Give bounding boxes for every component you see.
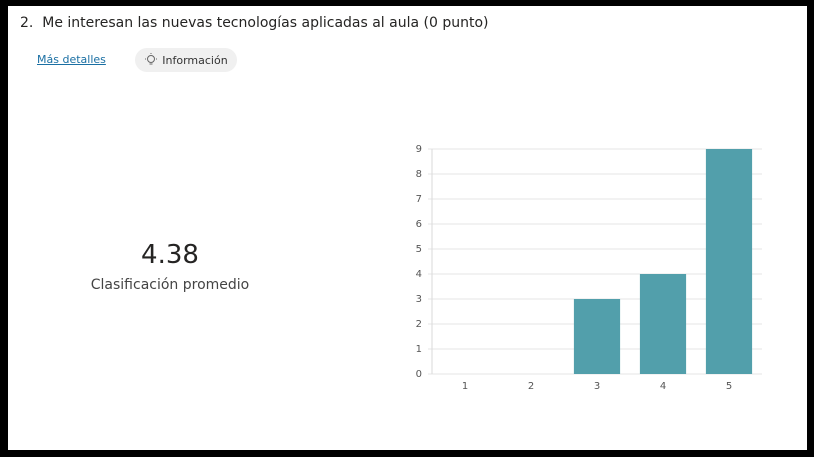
bar (639, 274, 687, 374)
chart: 0 1 2 3 4 5 6 7 8 9 1 2 3 4 5 (416, 144, 762, 392)
y-tick-label: 9 (416, 144, 422, 155)
y-tick-label: 3 (416, 294, 422, 305)
y-tick-label: 2 (416, 319, 422, 330)
x-tick-label: 4 (660, 381, 666, 392)
bar (573, 299, 621, 374)
y-tick-label: 5 (416, 244, 422, 255)
info-label: Información (162, 53, 228, 67)
question-title: 2. Me interesan las nuevas tecnologías a… (20, 15, 489, 31)
x-tick-label: 3 (594, 381, 600, 392)
x-tick-label: 2 (528, 381, 534, 392)
details-link[interactable]: Más detalles (37, 53, 106, 66)
average-label: Clasificación promedio (90, 277, 250, 293)
x-tick-label: 5 (726, 381, 732, 392)
y-tick-label: 7 (416, 194, 422, 205)
y-tick-label: 1 (416, 344, 422, 355)
y-tick-label: 0 (416, 369, 422, 380)
x-tick-label: 1 (462, 381, 468, 392)
average-value: 4.38 (141, 240, 199, 270)
question-card: 2. Me interesan las nuevas tecnologías a… (8, 6, 807, 450)
y-tick-label: 4 (416, 269, 422, 280)
bar (705, 149, 753, 374)
info-button[interactable]: Información (135, 48, 237, 72)
bulb-icon (145, 53, 158, 65)
y-tick-label: 8 (416, 169, 422, 180)
y-tick-label: 6 (416, 219, 422, 230)
